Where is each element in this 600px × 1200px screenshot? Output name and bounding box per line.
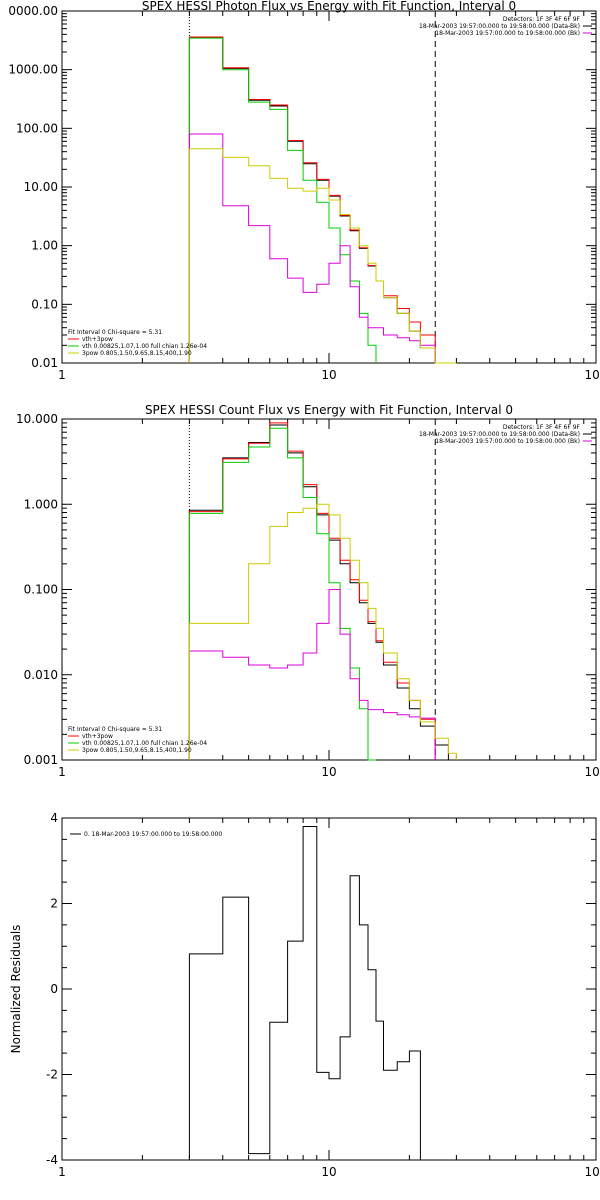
y-tick-label: 1000.00 <box>8 63 58 77</box>
series-line-3 <box>188 133 436 363</box>
photon-flux-vth-text: vth 0.00825,1.07,1.00 full chian 1.26e-0… <box>82 343 207 350</box>
y-tick-label: 4 <box>50 811 58 825</box>
count-flux-vth3pow-text: vth+3pow <box>82 733 113 740</box>
series-line-1 <box>188 36 436 363</box>
y-tick-label: 0.100 <box>24 583 58 597</box>
series-line-4 <box>188 148 457 364</box>
y-tick-label: 1.000 <box>24 497 58 511</box>
y-tick-label: 2 <box>50 897 58 911</box>
count-flux-fit-legend: Fit Interval 0 Chi-square = 5.31 vth+3po… <box>68 726 207 754</box>
photon-flux-3pow-text: 3pow 0.805,1.50,9.65,8.15,400,1.90 <box>82 350 192 357</box>
photon-flux-fit-interval-text: Fit Interval 0 Chi-square = 5.31 <box>68 329 162 336</box>
photon-flux-series-group <box>188 36 457 364</box>
x-tick-label: 10 <box>321 765 336 779</box>
y-tick-label: 0.10 <box>31 297 58 311</box>
y-tick-label: -2 <box>46 1068 58 1082</box>
series-line-1 <box>188 422 436 760</box>
y-tick-label: 1.00 <box>31 239 58 253</box>
series-line-3 <box>188 589 436 760</box>
count-flux-vth-text: vth 0.00825,1.07,1.00 full chian 1.26e-0… <box>82 740 207 747</box>
series-line-0 <box>188 424 449 760</box>
residuals-panel: 1 10 100 -4 -2 0 2 4 Normalized Residuals 0. 18… <box>9 811 600 1179</box>
y-tick-label: 100.00 <box>16 121 58 135</box>
residuals-axes: 1 10 100 -4 -2 0 2 4 <box>46 811 600 1179</box>
y-tick-label: 0.01 <box>31 356 58 370</box>
x-tick-label: 1 <box>58 1165 66 1179</box>
x-tick-label: 100 <box>585 1165 600 1179</box>
photon-flux-axes: 1 10 100 0.01 0.10 1.00 10.00 100.00 1000.00 0000… <box>8 4 600 382</box>
photon-flux-title: SPEX HESSI Photon Flux vs Energy with Fi… <box>142 0 516 13</box>
residuals-ylabel: Normalized Residuals <box>9 925 23 1054</box>
residuals-plot-frame <box>61 817 597 1161</box>
y-tick-label: 10.00 <box>24 180 58 194</box>
y-tick-label: 0.001 <box>24 753 58 767</box>
count-flux-3pow-text: 3pow 0.805,1.50,9.65,8.15,400,1.90 <box>82 747 192 754</box>
x-tick-label: 100 <box>585 368 600 382</box>
series-line-2 <box>188 427 376 761</box>
series-line-2 <box>188 37 377 363</box>
x-tick-label: 1 <box>58 765 66 779</box>
photon-flux-detectors-text: Detectors: 1F 3F 4F 6F 9F <box>503 16 581 23</box>
series-line-0 <box>188 826 436 1161</box>
photon-flux-data-bk-legend: 18-Mar-2003 19:57:00.000 to 19:58:00.000… <box>419 23 580 30</box>
count-flux-bk-legend: 18-Mar-2003 19:57:00.000 to 19:58:00.000… <box>435 438 580 445</box>
x-tick-label: 1 <box>58 368 66 382</box>
x-tick-label: 10 <box>321 1165 336 1179</box>
photon-flux-panel: SPEX HESSI Photon Flux vs Energy with Fi… <box>8 0 600 382</box>
count-flux-detectors-text: Detectors: 1F 3F 4F 6F 9F <box>503 424 581 431</box>
photon-flux-vth3pow-text: vth+3pow <box>82 336 113 343</box>
count-flux-data-bk-legend: 18-Mar-2003 19:57:00.000 to 19:58:00.000… <box>419 431 580 438</box>
y-tick-label: 0 <box>50 982 58 996</box>
count-flux-title: SPEX HESSI Count Flux vs Energy with Fit… <box>145 403 513 417</box>
count-flux-fit-interval-text: Fit Interval 0 Chi-square = 5.31 <box>68 726 162 733</box>
x-tick-label: 100 <box>585 765 600 779</box>
photon-flux-top-legend: Detectors: 1F 3F 4F 6F 9F 18-Mar-2003 19… <box>419 16 592 37</box>
count-flux-top-legend: Detectors: 1F 3F 4F 6F 9F 18-Mar-2003 19… <box>419 424 592 445</box>
series-line-4 <box>188 503 457 760</box>
count-flux-series-group <box>188 422 457 761</box>
y-tick-label: -4 <box>46 1153 58 1167</box>
y-tick-label: 0.010 <box>24 668 58 682</box>
residuals-series-group <box>188 826 436 1161</box>
y-tick-label: 10.000 <box>16 412 58 426</box>
x-tick-label: 10 <box>321 368 336 382</box>
count-flux-axes: 1 10 100 0.001 0.010 0.100 1.000 10.000 <box>16 412 600 779</box>
residuals-legend: 0. 18-Mar-2003 19:57:00.000 to 19:58:00.… <box>84 831 222 838</box>
photon-flux-fit-legend: Fit Interval 0 Chi-square = 5.31 vth+3po… <box>68 329 207 357</box>
y-tick-label: 0000.00 <box>8 4 58 18</box>
photon-flux-bk-legend: 18-Mar-2003 19:57:00.000 to 19:58:00.000… <box>435 30 580 37</box>
count-flux-panel: SPEX HESSI Count Flux vs Energy with Fit… <box>16 403 600 779</box>
